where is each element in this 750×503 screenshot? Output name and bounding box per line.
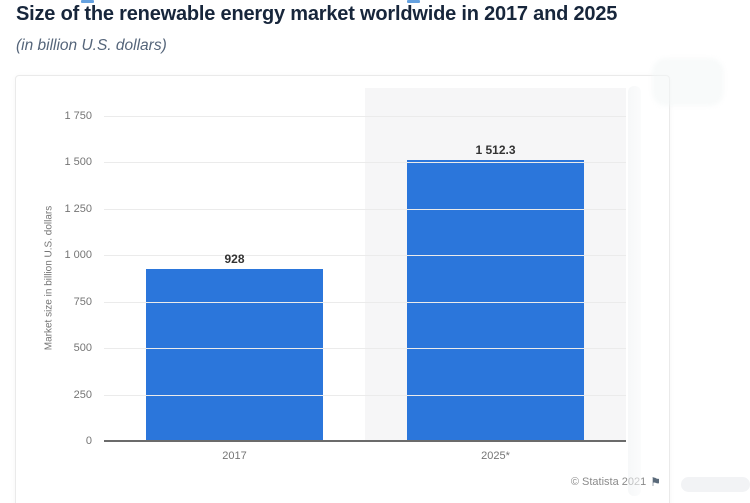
bar-value-label: 928 xyxy=(224,251,245,266)
page-subtitle: (in billion U.S. dollars) xyxy=(16,37,167,54)
gridline xyxy=(104,348,626,350)
y-axis-tick-label: 1 250 xyxy=(64,202,92,215)
y-axis-tick-label: 1 000 xyxy=(64,249,92,262)
y-axis-tick-label: 1 500 xyxy=(64,156,92,169)
page-title: Size of the renewable energy market worl… xyxy=(16,3,618,25)
bar-value-label: 1 512.3 xyxy=(475,143,516,158)
bar-chart: Market size in billion U.S. dollars 0 250… xyxy=(16,76,669,503)
cropped-text-artifact xyxy=(81,0,94,3)
gridline xyxy=(104,116,626,117)
cropped-text-artifact xyxy=(407,0,420,3)
y-axis-tick-label: 1 750 xyxy=(64,110,92,122)
y-axis-tick-label: 500 xyxy=(73,342,92,355)
statista-flag-icon: ⚑ xyxy=(650,474,661,489)
gridline xyxy=(104,301,626,303)
gridline xyxy=(104,255,626,257)
x-axis-line xyxy=(104,440,626,442)
gridline xyxy=(104,162,626,164)
chart-footer: © Statista 2021 ⚑ xyxy=(570,474,661,489)
bar-2017[interactable] xyxy=(146,268,323,441)
y-axis-tick-label: 750 xyxy=(73,295,92,308)
copyright-text: © Statista 2021 xyxy=(570,476,647,488)
blurred-ui-artifact xyxy=(681,477,750,492)
y-axis-tick-label: 250 xyxy=(73,388,92,401)
chart-card: Market size in billion U.S. dollars 0 250… xyxy=(15,75,670,503)
y-axis-tick-label: 0 xyxy=(85,435,92,447)
bar-2025*[interactable] xyxy=(407,160,584,441)
plot-area xyxy=(104,88,626,441)
x-axis-category-label: 2017 xyxy=(222,450,247,462)
gridline xyxy=(104,208,626,210)
gridline xyxy=(104,394,626,396)
y-axis-title: Market size in billion U.S. dollars xyxy=(43,205,55,351)
x-axis-category-label: 2025* xyxy=(481,450,510,462)
